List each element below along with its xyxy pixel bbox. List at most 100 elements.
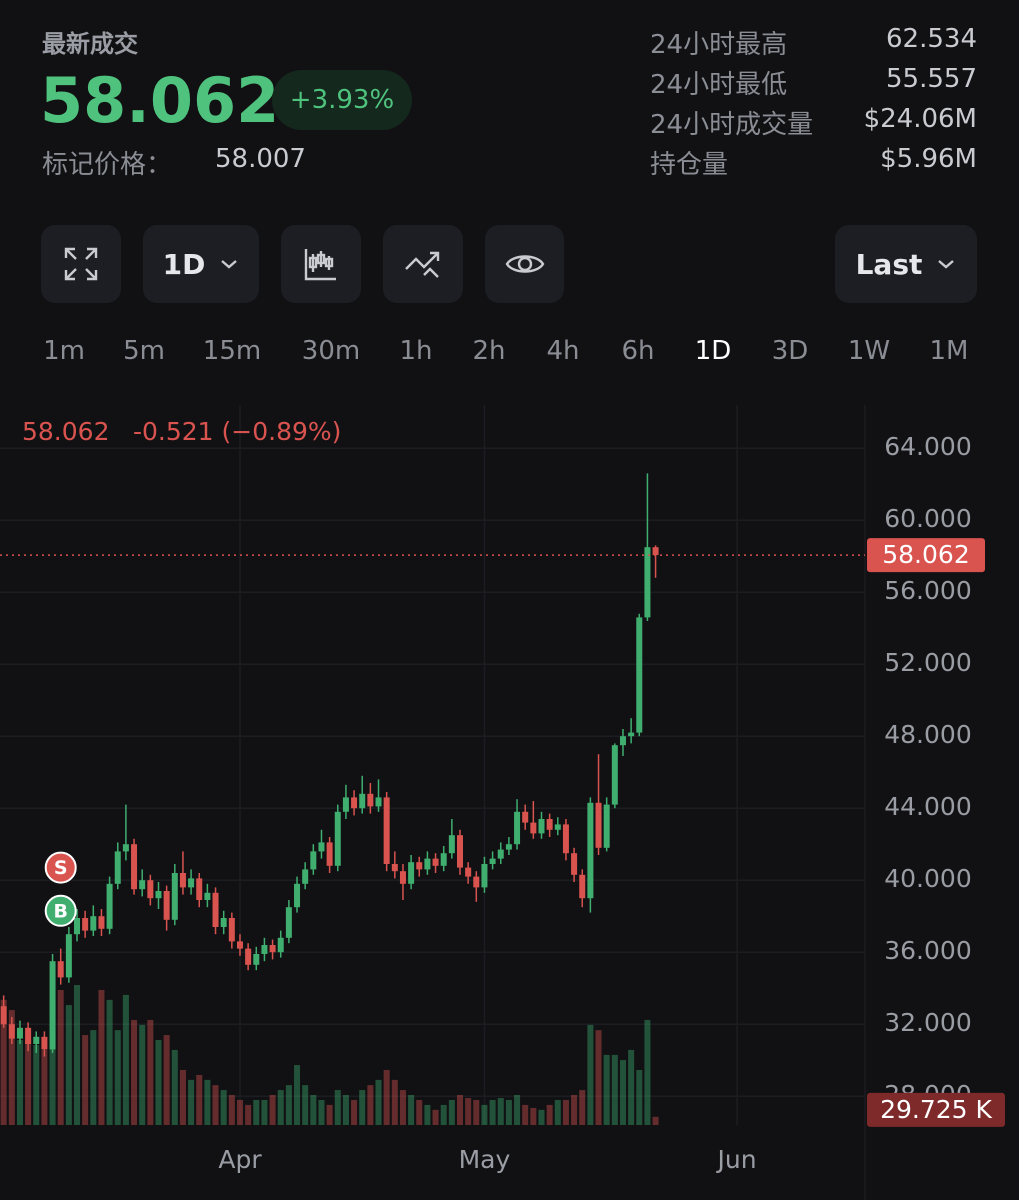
candle-body: [448, 835, 455, 854]
volume-bar: [147, 1019, 154, 1125]
candle-body: [82, 918, 89, 931]
candle-body: [473, 876, 480, 888]
volume-bar: [204, 1079, 211, 1125]
volume-bar: [505, 1099, 512, 1125]
volume-bar: [628, 1049, 635, 1125]
interval-option[interactable]: 1W: [847, 336, 891, 366]
candle-body: [163, 891, 170, 920]
trade-marker-label: S: [54, 857, 68, 879]
volume-bar: [416, 1099, 423, 1125]
interval-option[interactable]: 1h: [399, 336, 433, 366]
candle-body: [587, 802, 594, 899]
price-type-text: Last: [855, 247, 923, 281]
candle-body: [114, 851, 121, 884]
x-tick-label: Jun: [716, 1145, 757, 1174]
interval-option[interactable]: 6h: [621, 336, 655, 366]
candle-body: [538, 819, 545, 834]
volume-bar: [318, 1099, 325, 1125]
last-label: 最新成交: [42, 30, 138, 58]
candle-body: [514, 811, 521, 845]
icon: [304, 249, 336, 281]
volume-bar: [473, 1099, 480, 1125]
candle-body: [481, 864, 488, 888]
candle-body: [285, 907, 292, 938]
y-tick-label: 56.000: [884, 576, 971, 605]
volume-bar: [106, 999, 113, 1125]
last-price-tag: [867, 538, 985, 573]
interval-option[interactable]: 2h: [472, 336, 506, 366]
volume-bar: [432, 1109, 439, 1125]
candle-body: [416, 862, 423, 870]
interval-option[interactable]: 1M: [929, 336, 969, 366]
interval-option[interactable]: 1D: [694, 336, 732, 366]
candle-body: [269, 945, 276, 953]
candle-body: [489, 858, 496, 864]
trade-marker: [44, 894, 77, 927]
y-tick-label: 48.000: [884, 720, 971, 749]
stat-value: $5.96M: [880, 144, 977, 174]
candle-body: [220, 918, 227, 927]
volume-bar: [457, 1095, 464, 1125]
volume-bar: [139, 1024, 146, 1125]
candle-body: [383, 797, 390, 864]
volume-bar: [579, 1090, 586, 1125]
interval-option[interactable]: 3D: [771, 336, 809, 366]
volume-bar: [196, 1074, 203, 1125]
price-type-button[interactable]: Last: [835, 225, 977, 303]
interval-option[interactable]: 1m: [43, 336, 85, 366]
fullscreen-button[interactable]: [41, 225, 121, 303]
interval-option[interactable]: 15m: [202, 336, 262, 366]
candle-body: [408, 862, 415, 884]
candle-body: [171, 873, 178, 920]
indicator-button[interactable]: [281, 225, 361, 303]
candle-body: [579, 874, 586, 899]
candle-body: [367, 793, 374, 807]
last-price-tag-text: 58.062: [882, 540, 969, 569]
candle-body: [253, 954, 260, 965]
volume-bar: [261, 1099, 268, 1125]
interval-option[interactable]: 5m: [123, 336, 165, 366]
candle-body: [74, 918, 81, 935]
y-tick-label: 36.000: [884, 936, 971, 965]
candle-body: [375, 797, 382, 807]
volume-bar: [652, 1116, 659, 1125]
volume-bar: [359, 1090, 366, 1125]
last-price: 58.062: [40, 64, 280, 137]
candle-body: [440, 853, 447, 866]
interval-option[interactable]: 30m: [301, 336, 361, 366]
axis: 28.00032.00036.00040.00044.00048.00052.0…: [218, 432, 971, 1174]
interval-text: 1D: [162, 247, 206, 281]
candle-body: [562, 824, 569, 854]
volume-bar: [497, 1098, 504, 1125]
candle-body: [16, 1027, 23, 1039]
volume-tag-text: 29.725 K: [880, 1095, 992, 1124]
candle-body: [204, 892, 211, 900]
volume-bar: [74, 985, 81, 1125]
stat-label: 24小时最高: [650, 30, 788, 60]
candle-body: [603, 804, 610, 848]
trade-marker-label: B: [53, 900, 67, 922]
volume-bar: [155, 1040, 162, 1125]
view-button[interactable]: [485, 225, 564, 303]
interval-button[interactable]: 1D: [143, 225, 259, 303]
draw-button[interactable]: [383, 225, 463, 303]
candle-body: [245, 948, 252, 965]
icon: [505, 255, 544, 273]
volume-bar: [399, 1090, 406, 1125]
candle-body: [147, 880, 154, 899]
volume-bar: [294, 1065, 301, 1125]
candle-body: [465, 867, 472, 877]
chevron: [221, 260, 238, 269]
candle-body: [432, 858, 439, 866]
interval-option[interactable]: 4h: [546, 336, 580, 366]
y-tick-label: 44.000: [884, 792, 971, 821]
candle-body: [188, 878, 195, 888]
candle-body: [644, 547, 651, 618]
volume-bar: [424, 1104, 431, 1125]
candle-body: [505, 844, 512, 850]
stat-label: 24小时最低: [650, 70, 788, 100]
trade-marker: [44, 851, 77, 884]
volume-bar: [481, 1104, 488, 1125]
